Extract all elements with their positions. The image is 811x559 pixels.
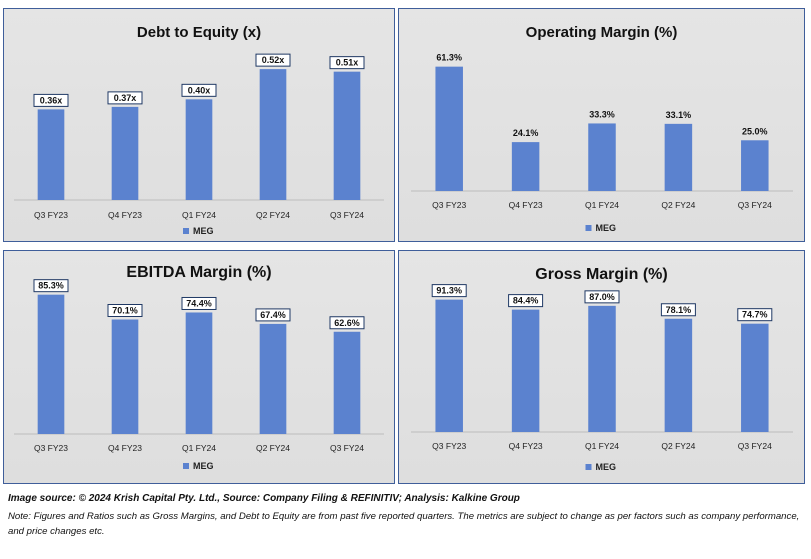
legend-label: MEG [193, 226, 214, 236]
note-text: Note: Figures and Ratios such as Gross M… [8, 511, 800, 537]
gross-margin-chart-svg: Gross Margin (%) 91.3% Q3 FY23 84.4% Q4 FY23… [411, 266, 793, 472]
bar [435, 66, 463, 191]
data-label: 24.1% [513, 128, 539, 138]
x-tick-label: Q3 FY23 [34, 210, 68, 220]
x-tick-label: Q4 FY23 [509, 441, 543, 451]
data-label-box [107, 304, 143, 318]
debt-to-equity-chart-svg: Debt to Equity (x) 0.36x Q3 FY23 0.37x Q4 FY… [14, 24, 384, 236]
legend-swatch [183, 228, 189, 234]
bar [664, 123, 693, 191]
x-tick-label: Q3 FY23 [432, 441, 466, 451]
data-label-box [737, 308, 773, 322]
x-tick-label: Q3 FY24 [738, 441, 772, 451]
data-label-box [584, 290, 620, 304]
x-tick-label: Q2 FY24 [661, 441, 695, 451]
x-tick-label: Q2 FY24 [256, 210, 290, 220]
data-label-box [107, 91, 143, 105]
data-label-box [660, 303, 696, 317]
data-label: 25.0% [742, 126, 768, 136]
x-tick-label: Q3 FY24 [330, 443, 364, 453]
legend-label: MEG [596, 462, 617, 472]
operating-margin-chart: Operating Margin (%) 61.3% Q3 FY23 24.1% Q4 … [398, 8, 805, 242]
operating-margin-chart-svg: Operating Margin (%) 61.3% Q3 FY23 24.1% Q4 … [411, 24, 793, 233]
data-label-box [33, 279, 69, 293]
bar [511, 142, 540, 191]
data-label: 62.6% [334, 318, 360, 328]
chart-title: Debt to Equity (x) [137, 24, 261, 41]
x-tick-label: Q2 FY24 [661, 200, 695, 210]
legend-swatch [183, 463, 189, 469]
x-tick-label: Q1 FY24 [585, 441, 619, 451]
data-label: 61.3% [436, 53, 462, 63]
data-label: 74.7% [742, 310, 768, 320]
data-label: 0.37x [114, 93, 137, 103]
legend-swatch [585, 464, 592, 470]
bar [37, 109, 65, 200]
x-tick-label: Q4 FY23 [108, 443, 142, 453]
data-label-box [181, 296, 217, 310]
data-label: 67.4% [260, 310, 286, 320]
x-tick-label: Q3 FY24 [330, 210, 364, 220]
x-tick-label: Q1 FY24 [182, 210, 216, 220]
x-tick-label: Q3 FY23 [34, 443, 68, 453]
bar [111, 319, 139, 434]
x-tick-label: Q3 FY23 [432, 200, 466, 210]
data-label-box [431, 284, 467, 298]
data-label-box [181, 83, 217, 97]
chart-title: EBITDA Margin (%) [126, 264, 271, 281]
x-tick-label: Q4 FY23 [509, 200, 543, 210]
data-label-box [508, 294, 544, 308]
data-label: 33.3% [589, 109, 615, 119]
bar [259, 323, 287, 434]
x-tick-label: Q4 FY23 [108, 210, 142, 220]
data-label-box [329, 316, 365, 330]
x-tick-label: Q3 FY24 [738, 200, 772, 210]
data-label: 87.0% [589, 292, 615, 302]
legend-label: MEG [193, 461, 214, 471]
data-label-box [255, 308, 291, 322]
data-label-box [33, 93, 69, 107]
x-tick-label: Q1 FY24 [182, 443, 216, 453]
bar [259, 69, 287, 200]
bar [664, 318, 693, 432]
data-label-box [255, 53, 291, 67]
bar [333, 71, 361, 201]
gross-margin-chart: Gross Margin (%) 91.3% Q3 FY23 84.4% Q4 FY23… [398, 250, 805, 484]
bar [511, 309, 540, 432]
ebitda-margin-chart-svg: EBITDA Margin (%) 85.3% Q3 FY23 70.1% Q4 FY2… [14, 264, 384, 471]
bar [111, 106, 139, 200]
x-tick-label: Q1 FY24 [585, 200, 619, 210]
data-label: 78.1% [666, 305, 692, 315]
data-label: 0.51x [336, 58, 359, 68]
data-label: 33.1% [666, 110, 692, 120]
data-label: 70.1% [112, 306, 138, 316]
bar [37, 294, 65, 434]
data-label: 91.3% [436, 286, 462, 296]
chart-title: Operating Margin (%) [526, 24, 678, 41]
chart-title: Gross Margin (%) [535, 266, 667, 283]
data-label: 85.3% [38, 281, 64, 291]
data-label: 0.40x [188, 85, 211, 95]
data-label: 0.36x [40, 95, 63, 105]
data-label: 0.52x [262, 55, 285, 65]
bar [333, 331, 361, 434]
legend-label: MEG [596, 223, 617, 233]
legend-swatch [585, 225, 592, 231]
ebitda-margin-chart: EBITDA Margin (%) 85.3% Q3 FY23 70.1% Q4 FY2… [3, 250, 395, 484]
bar [185, 99, 213, 200]
debt-to-equity-chart: Debt to Equity (x) 0.36x Q3 FY23 0.37x Q4 FY… [3, 8, 395, 242]
data-label-box [329, 56, 365, 70]
image-source-text: Image source: © 2024 Krish Capital Pty. … [8, 493, 520, 504]
data-label: 74.4% [186, 298, 212, 308]
bar [741, 140, 769, 191]
bar [588, 305, 616, 432]
bar [741, 323, 769, 432]
x-tick-label: Q2 FY24 [256, 443, 290, 453]
bar [588, 123, 616, 191]
data-label: 84.4% [513, 296, 539, 306]
bar [435, 299, 463, 432]
bar [185, 312, 213, 434]
